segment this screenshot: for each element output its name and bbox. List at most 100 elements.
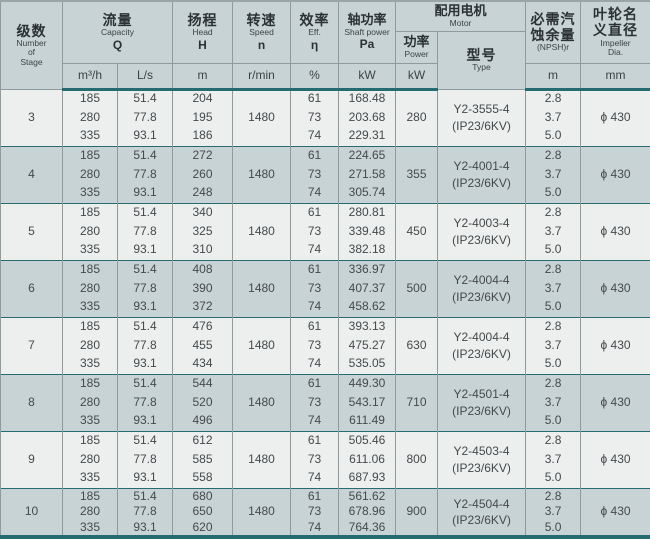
shaft-power-value: 475.27 — [339, 336, 396, 355]
col-header-motor-type: 型号 Type — [438, 31, 526, 89]
table-row: 335 93.1 310 74 382.18 5.0 — [1, 241, 650, 260]
col-header-npsh: 必需汽 蚀余量 (NPSH)r — [526, 1, 581, 63]
type-label-zh: 型号 — [438, 47, 525, 63]
capacity-m3h: 185 — [63, 374, 118, 393]
shaft-label-zh: 轴功率 — [339, 13, 395, 28]
power-label-en: Power — [396, 50, 437, 60]
capacity-ls: 51.4 — [118, 260, 173, 279]
capacity-ls: 93.1 — [118, 298, 173, 317]
capacity-ls: 93.1 — [118, 469, 173, 488]
table-row: 280 77.8 650 73 678.96 3.7 — [1, 504, 650, 520]
speed-value: 1480 — [233, 317, 291, 374]
capacity-ls: 77.8 — [118, 393, 173, 412]
motor-type-cell: Y2-4004-4 (IP23/6KV) — [438, 317, 526, 374]
shaft-power-value: 203.68 — [339, 108, 396, 127]
table-row: 7 185 51.4 476 1480 61 393.13 630 Y2-400… — [1, 317, 650, 336]
impeller-dia: ϕ 430 — [581, 488, 650, 537]
eff-label-zh: 效率 — [291, 12, 338, 28]
shaft-power-value: 611.06 — [339, 450, 396, 469]
motor-type-cell: Y2-4001-4 (IP23/6KV) — [438, 146, 526, 203]
capacity-label-en: Capacity — [63, 28, 172, 38]
npsh-value: 5.0 — [526, 127, 581, 146]
table-row: 335 93.1 186 74 229.31 5.0 — [1, 127, 650, 146]
shaft-power-value: 407.37 — [339, 279, 396, 298]
npsh-value: 5.0 — [526, 355, 581, 374]
stage-number: 8 — [1, 374, 63, 431]
stage-group-9: 9 185 51.4 612 1480 61 505.46 800 Y2-450… — [1, 431, 650, 488]
stage-number: 10 — [1, 488, 63, 537]
capacity-symbol: Q — [63, 38, 172, 52]
head-value: 585 — [173, 450, 233, 469]
head-value: 325 — [173, 222, 233, 241]
motor-type: Y2-4001-4 — [438, 158, 525, 174]
head-value: 520 — [173, 393, 233, 412]
motor-enclosure: (IP23/6KV) — [438, 460, 525, 476]
capacity-m3h: 280 — [63, 222, 118, 241]
head-value: 340 — [173, 203, 233, 222]
impeller-dia: ϕ 430 — [581, 146, 650, 203]
npsh-value: 5.0 — [526, 520, 581, 538]
col-header-speed: 转速 Speed n — [233, 1, 291, 63]
unit-rmin: r/min — [233, 63, 291, 89]
head-label-zh: 扬程 — [173, 12, 232, 28]
capacity-ls: 77.8 — [118, 165, 173, 184]
shaft-power-value: 561.62 — [339, 488, 396, 504]
stage-number: 6 — [1, 260, 63, 317]
head-value: 558 — [173, 469, 233, 488]
stage-label-zh: 级数 — [1, 23, 62, 39]
table-header: 级数 Number of Stage 流量 Capacity Q 扬程 Head… — [1, 1, 650, 89]
eff-value: 61 — [291, 317, 339, 336]
head-value: 372 — [173, 298, 233, 317]
motor-type-cell: Y2-3555-4 (IP23/6KV) — [438, 89, 526, 146]
motor-type-cell: Y2-4503-4 (IP23/6KV) — [438, 431, 526, 488]
unit-npsh-m: m — [526, 63, 581, 89]
capacity-ls: 77.8 — [118, 450, 173, 469]
head-value: 455 — [173, 336, 233, 355]
stage-group-8: 8 185 51.4 544 1480 61 449.30 710 Y2-450… — [1, 374, 650, 431]
shaft-label-en: Shaft power — [339, 28, 395, 38]
speed-label-en: Speed — [233, 28, 290, 38]
capacity-m3h: 280 — [63, 393, 118, 412]
stage-number: 5 — [1, 203, 63, 260]
npsh-label-en: (NPSH)r — [526, 43, 580, 53]
shaft-power-value: 543.17 — [339, 393, 396, 412]
capacity-ls: 51.4 — [118, 374, 173, 393]
table-row: 335 93.1 434 74 535.05 5.0 — [1, 355, 650, 374]
impeller-dia: ϕ 430 — [581, 317, 650, 374]
eff-value: 61 — [291, 431, 339, 450]
npsh-value: 5.0 — [526, 412, 581, 431]
eff-value: 61 — [291, 374, 339, 393]
head-value: 310 — [173, 241, 233, 260]
table-row: 4 185 51.4 272 1480 61 224.65 355 Y2-400… — [1, 146, 650, 165]
impeller-label-zh: 叶轮名 — [581, 6, 650, 22]
impeller-dia: ϕ 430 — [581, 89, 650, 146]
capacity-ls: 77.8 — [118, 279, 173, 298]
shaft-power-value: 229.31 — [339, 127, 396, 146]
head-value: 204 — [173, 89, 233, 108]
stage-number: 9 — [1, 431, 63, 488]
eff-label-en: Eff. — [291, 28, 338, 38]
shaft-power-value: 611.49 — [339, 412, 396, 431]
motor-enclosure: (IP23/6KV) — [438, 175, 525, 191]
eff-value: 74 — [291, 127, 339, 146]
eff-value: 73 — [291, 504, 339, 520]
eff-value: 61 — [291, 488, 339, 504]
head-value: 272 — [173, 146, 233, 165]
motor-type: Y2-3555-4 — [438, 101, 525, 117]
capacity-m3h: 335 — [63, 412, 118, 431]
head-value: 390 — [173, 279, 233, 298]
capacity-ls: 51.4 — [118, 431, 173, 450]
capacity-m3h: 185 — [63, 203, 118, 222]
head-value: 248 — [173, 184, 233, 203]
motor-type-cell: Y2-4003-4 (IP23/6KV) — [438, 203, 526, 260]
capacity-ls: 51.4 — [118, 89, 173, 108]
eff-value: 73 — [291, 108, 339, 127]
stage-group-10: 10 185 51.4 680 1480 61 561.62 900 Y2-45… — [1, 488, 650, 537]
capacity-ls: 77.8 — [118, 222, 173, 241]
eff-value: 61 — [291, 89, 339, 108]
eff-value: 73 — [291, 336, 339, 355]
head-value: 195 — [173, 108, 233, 127]
impeller-dia: ϕ 430 — [581, 431, 650, 488]
motor-type: Y2-4003-4 — [438, 215, 525, 231]
eff-value: 74 — [291, 355, 339, 374]
